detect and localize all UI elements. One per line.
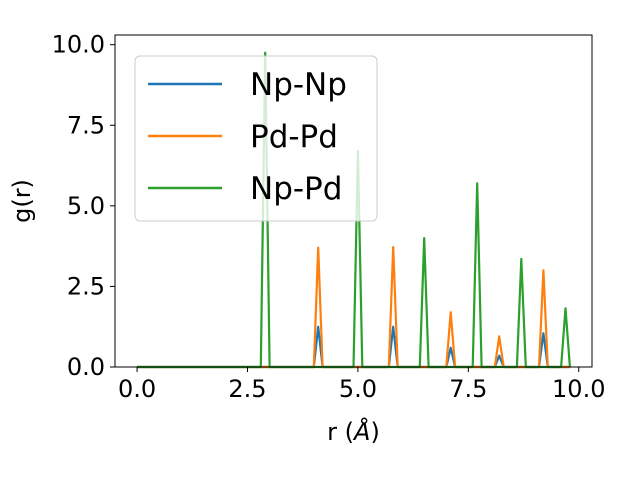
x-tick-label: 7.5: [449, 375, 487, 403]
y-tick-label: 7.5: [67, 111, 105, 139]
legend-label-pd-pd: Pd-Pd: [250, 119, 338, 155]
y-tick-label: 2.5: [67, 272, 105, 300]
legend: Np-Np Pd-Pd Np-Pd: [134, 55, 378, 222]
x-axis-label-unit: Å: [352, 417, 370, 446]
y-tick-label: 5.0: [67, 192, 105, 220]
plot-frame: [114, 34, 593, 368]
y-tick-label: 0.0: [67, 353, 105, 381]
x-tick-label: 5.0: [339, 375, 377, 403]
legend-label-np-np: Np-Np: [250, 67, 347, 103]
x-axis-label: r (Å): [327, 417, 380, 446]
x-tick-label: 0.0: [118, 375, 156, 403]
y-tick-label: 10.0: [52, 31, 105, 59]
x-axis-label-prefix: r (: [327, 418, 354, 446]
x-tick-label: 2.5: [228, 375, 266, 403]
ticks-layer: 0.0 2.5 5.0 7.5 10.0 0.0 2.5 5.0 7.5 10.0: [52, 31, 606, 403]
legend-label-np-pd: Np-Pd: [250, 171, 342, 207]
x-axis-label-suffix: ): [370, 418, 379, 446]
x-tick-label: 10.0: [552, 375, 605, 403]
series-line-pd-pd: [137, 246, 570, 369]
legend-box: [134, 55, 378, 222]
y-axis-label: g(r): [8, 179, 36, 223]
